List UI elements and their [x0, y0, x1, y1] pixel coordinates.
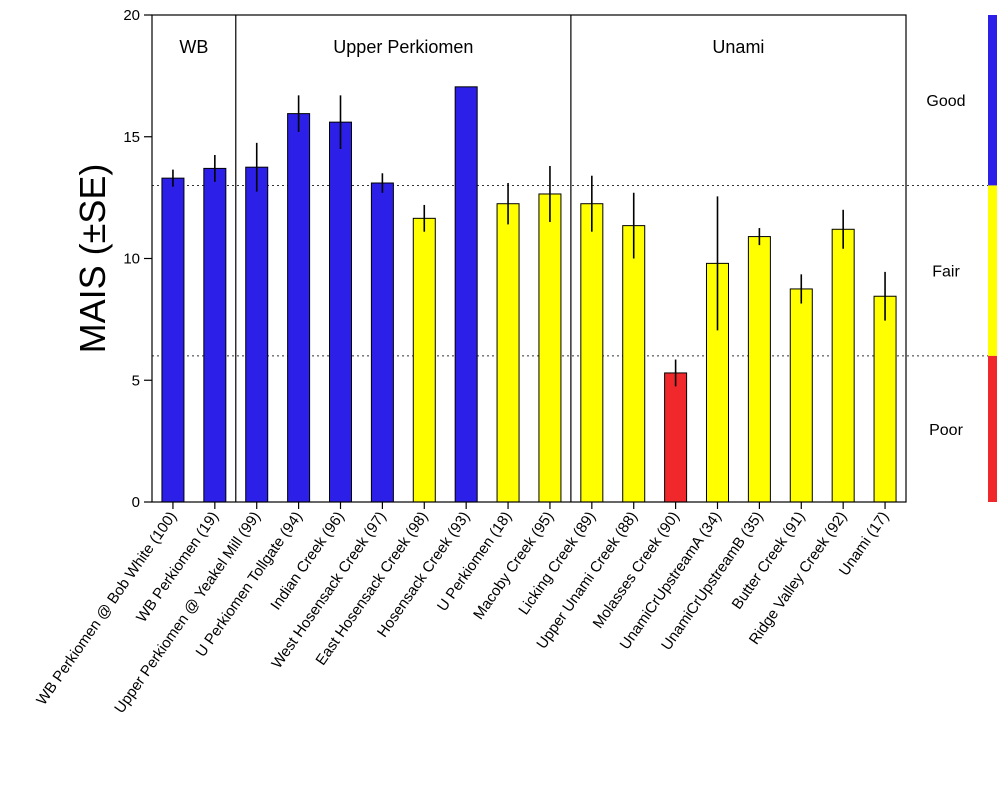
- legend-band-good: [988, 15, 997, 186]
- bar: [412, 217, 436, 503]
- x-tick-label: Indian Creek (96): [267, 509, 347, 614]
- group-label: Upper Perkiomen: [333, 37, 473, 57]
- y-tick-label: 0: [132, 494, 140, 511]
- bar: [789, 288, 813, 503]
- x-axis: WB Perkiomen @ Bob White (100)WB Perkiom…: [33, 502, 892, 717]
- x-tick-label: U Perkiomen (18): [434, 509, 515, 615]
- y-tick-label: 10: [123, 251, 140, 268]
- y-axis: 0 5 10 15 20: [123, 7, 152, 511]
- bar: [664, 372, 688, 503]
- group-label: Unami: [712, 37, 764, 57]
- bar: [747, 236, 771, 503]
- bar: [873, 295, 897, 503]
- legend-band-label: Poor: [929, 422, 963, 439]
- y-tick-label: 5: [132, 372, 140, 389]
- threshold-lines: [152, 184, 988, 357]
- bar: [161, 177, 185, 503]
- bar: [287, 113, 311, 503]
- bar: [370, 182, 394, 503]
- y-axis-label: MAIS (±SE): [72, 164, 113, 354]
- bar: [203, 167, 227, 503]
- bar: [329, 121, 352, 503]
- group-labels: WB Upper Perkiomen Unami: [179, 37, 764, 57]
- bar: [831, 228, 855, 503]
- bar: [538, 193, 562, 503]
- bar: [454, 86, 478, 503]
- error-bars: [172, 95, 886, 387]
- bar: [496, 203, 520, 503]
- legend-band-fair: [988, 185, 997, 356]
- bar: [580, 203, 604, 503]
- group-label: WB: [179, 37, 208, 57]
- bars: [161, 86, 897, 503]
- x-tick-label: Licking Creek (89): [515, 509, 599, 618]
- y-tick-label: 20: [123, 7, 140, 24]
- group-dividers: [235, 15, 572, 502]
- legend-band-label: Fair: [932, 264, 960, 281]
- legend-band-poor: [988, 355, 997, 502]
- bar: [622, 225, 646, 503]
- y-tick-label: 15: [123, 129, 140, 146]
- legend-band-label: Good: [926, 93, 965, 110]
- bar: [245, 166, 269, 503]
- legend-bands: Good Fair Poor: [926, 15, 997, 502]
